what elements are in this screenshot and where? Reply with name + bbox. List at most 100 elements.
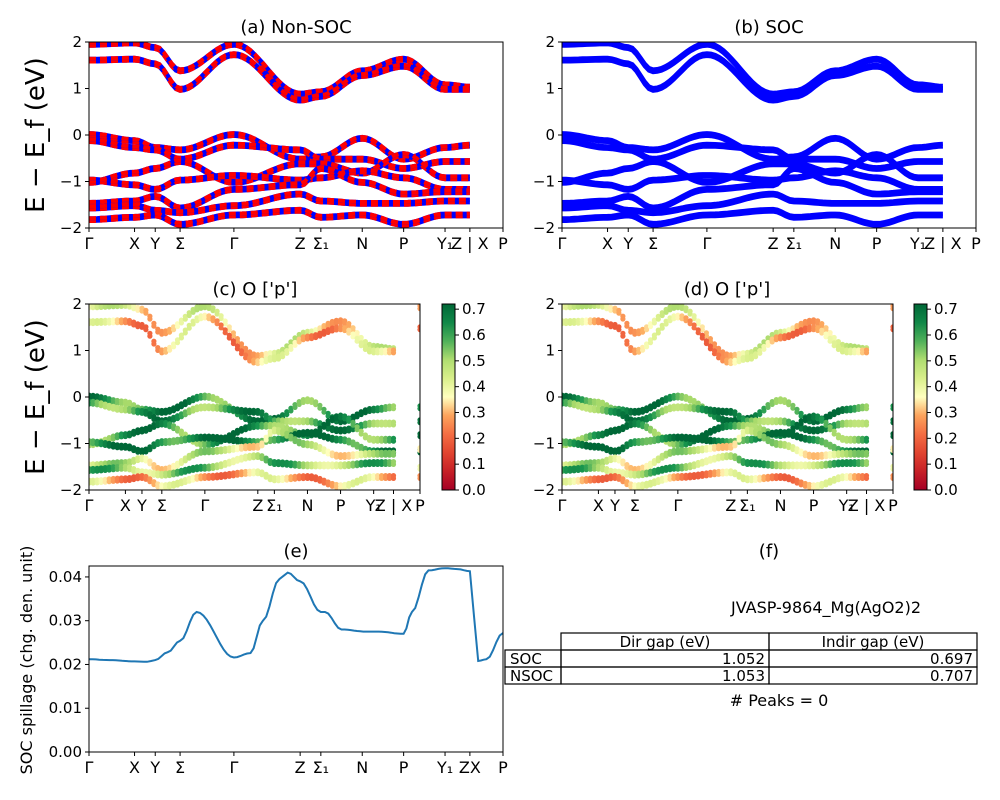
scatter-point [563, 304, 569, 308]
scatter-point [186, 397, 192, 403]
scatter-point [624, 462, 630, 468]
scatter-point [296, 331, 302, 338]
scatter-point [786, 474, 792, 480]
scatter-point [304, 333, 311, 339]
scatter-point [251, 416, 257, 422]
scatter-point [608, 467, 614, 473]
scatter-point [251, 407, 257, 413]
scatter-point [143, 446, 149, 452]
scatter-point [386, 347, 393, 353]
scatter-point [640, 406, 646, 412]
scatter-point [744, 435, 751, 441]
scatter-point [827, 424, 833, 430]
scatter-point [640, 344, 646, 350]
scatter-point [267, 428, 273, 435]
scatter-point [579, 435, 585, 441]
scatter-point [761, 433, 767, 439]
scatter-point [786, 399, 792, 405]
scatter-point [815, 481, 821, 488]
scatter-point [218, 434, 224, 440]
scatter-point [748, 427, 755, 433]
scatter-point [143, 408, 149, 414]
title-c: (c) O ['p'] [213, 279, 298, 300]
scatter-point [632, 466, 638, 472]
scatter-point [720, 415, 726, 421]
scatter-point [744, 354, 751, 360]
scatter-point [591, 317, 598, 323]
scatter-point [856, 347, 862, 353]
scatter-point [386, 449, 393, 455]
scatter-point [174, 321, 181, 327]
scatter-point [786, 332, 792, 338]
scatter-point [106, 396, 112, 402]
scatter-point [358, 409, 364, 415]
scatter-point [122, 317, 128, 323]
scatter-point [579, 440, 585, 446]
scatter-point [782, 397, 788, 403]
scatter-point [736, 421, 742, 427]
scatter-point [366, 434, 373, 441]
scatter-point [583, 403, 589, 409]
scatter-point [338, 317, 344, 323]
xtick-label-b: Z | X [924, 234, 962, 253]
scatter-point [571, 317, 577, 324]
scatter-point [732, 469, 738, 475]
scatter-point [163, 328, 169, 334]
scatter-point [703, 457, 710, 463]
scatter-point [587, 432, 593, 438]
scatter-point [699, 445, 705, 451]
scatter-point [126, 304, 133, 307]
scatter-point [773, 334, 779, 340]
scatter-point [782, 333, 788, 339]
scatter-point [691, 461, 697, 467]
scatter-point [300, 397, 306, 403]
scatter-point [675, 312, 681, 318]
colorbar-tick-label: 0.3 [934, 404, 958, 422]
scatter-point [190, 474, 196, 480]
scatter-point [859, 435, 866, 441]
scatter-point [802, 415, 808, 421]
scatter-point [748, 475, 755, 481]
scatter-point [126, 443, 133, 449]
scatter-point [110, 397, 116, 403]
scatter-point [679, 304, 685, 309]
scatter-point [675, 473, 681, 479]
scatter-point [628, 420, 634, 426]
scatter-point [346, 461, 352, 467]
scatter-point [679, 403, 685, 409]
scatter-point [711, 437, 718, 443]
scatter-point [819, 415, 825, 422]
scatter-point [159, 347, 165, 353]
scatter-point [178, 467, 184, 473]
scatter-point [640, 481, 646, 487]
scatter-point [595, 317, 602, 323]
scatter-point [667, 448, 673, 455]
scatter-point [309, 417, 315, 423]
scatter-point [707, 455, 714, 461]
scatter-point [567, 465, 573, 471]
scatter-point [632, 407, 638, 414]
scatter-point [765, 436, 771, 442]
scatter-point [114, 397, 120, 404]
scatter-point [769, 461, 775, 467]
scatter-point [194, 464, 200, 470]
scatter-point [159, 438, 165, 444]
scatter-point [288, 405, 294, 411]
xtick-label-e: P [399, 758, 409, 777]
scatter-point [135, 321, 141, 327]
scatter-point [655, 313, 661, 319]
scatter-point [171, 423, 177, 429]
scatter-point [358, 475, 364, 482]
table-header-indir: Indir gap (eV) [822, 633, 925, 651]
scatter-point [139, 473, 145, 479]
scatter-point [757, 343, 763, 349]
scatter-point [699, 324, 705, 330]
scatter-point [255, 452, 261, 458]
scatter-point [567, 304, 573, 308]
scatter-point [687, 308, 693, 314]
scatter-point [890, 473, 893, 479]
scatter-point [194, 448, 200, 455]
scatter-point [782, 328, 788, 334]
scatter-point [110, 475, 116, 482]
scatter-point [126, 430, 133, 436]
